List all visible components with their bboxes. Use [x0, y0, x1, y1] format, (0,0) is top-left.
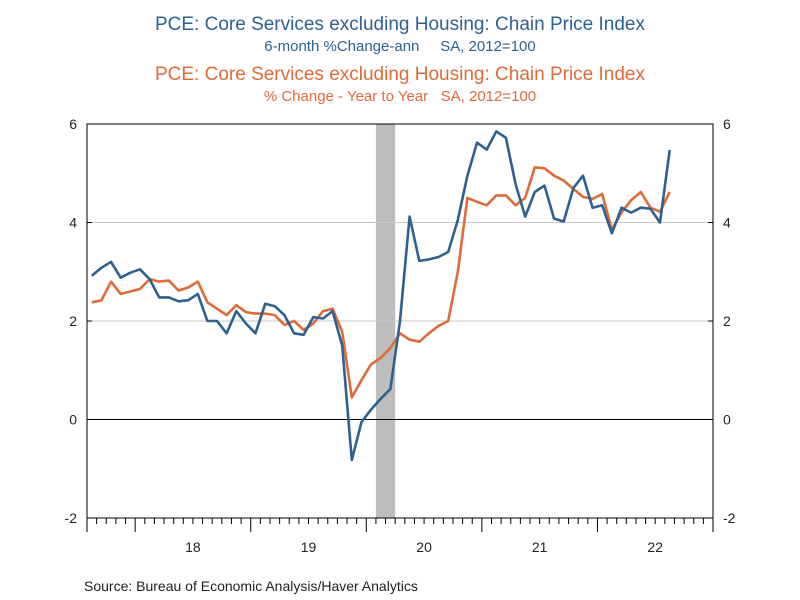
y-tick-label-right: -2	[723, 510, 736, 526]
chart-title-series-1: PCE: Core Services excluding Housing: Ch…	[154, 14, 645, 35]
y-tick-label-right: 4	[723, 215, 731, 231]
y-tick-label-left: 0	[69, 412, 77, 428]
chart-subtitle-series-1: 6-month %Change-ann SA, 2012=100	[264, 38, 536, 55]
y-tick-label-left: 6	[69, 116, 77, 132]
y-tick-label-right: 0	[723, 412, 731, 428]
x-tick-label: 22	[647, 539, 663, 555]
y-tick-label-right: 2	[723, 313, 731, 329]
source-note: Source: Bureau of Economic Analysis/Have…	[84, 578, 418, 594]
plot-frame	[86, 123, 714, 519]
series-line-6-month-annualized	[90, 130, 671, 462]
y-tick-label-left: 2	[69, 313, 77, 329]
y-tick-label-left: -2	[65, 510, 78, 526]
x-tick-label: 20	[416, 539, 432, 555]
x-tick-label: 19	[301, 539, 317, 555]
y-tick-label-right: 6	[723, 116, 731, 132]
x-tick-label: 18	[185, 539, 201, 555]
chart-subtitle-series-2: % Change - Year to Year SA, 2012=100	[263, 88, 537, 105]
x-tick-label: 21	[532, 539, 548, 555]
chart-title-series-2: PCE: Core Services excluding Housing: Ch…	[154, 64, 645, 85]
y-tick-label-left: 4	[69, 215, 77, 231]
